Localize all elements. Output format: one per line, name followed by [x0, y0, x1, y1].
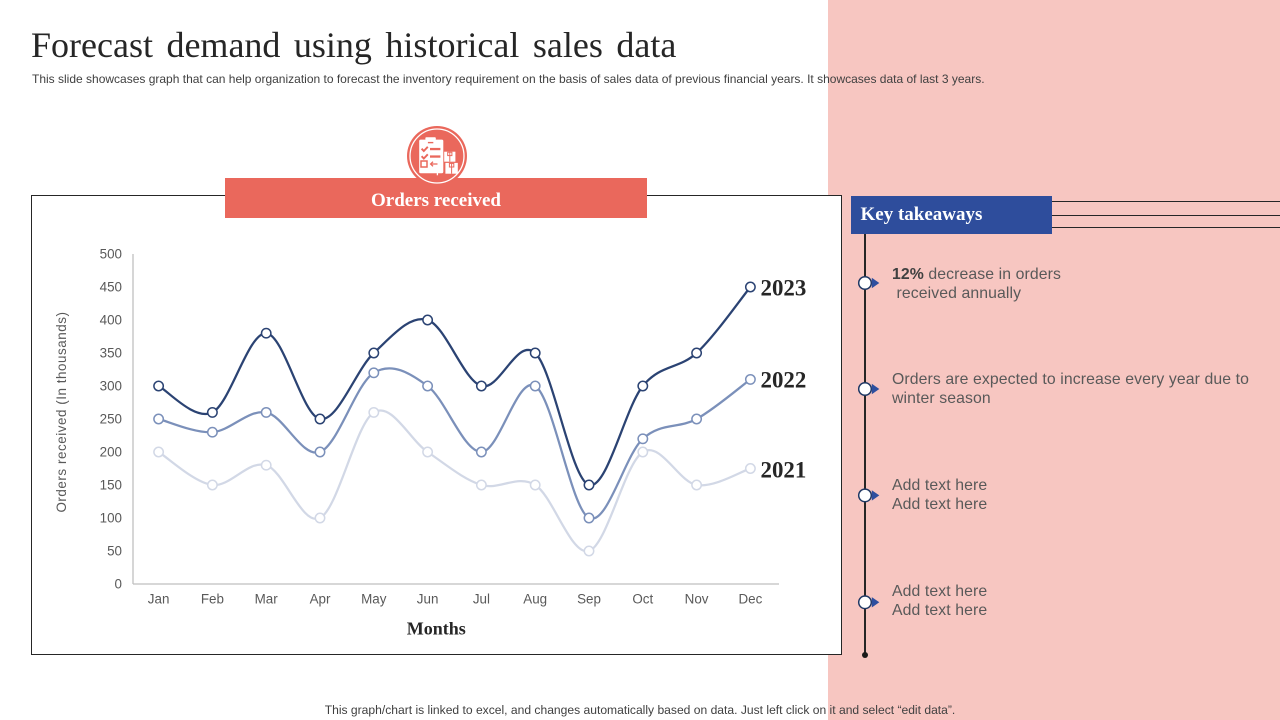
svg-text:2021: 2021: [761, 458, 807, 483]
svg-text:Nov: Nov: [685, 592, 709, 607]
svg-text:Aug: Aug: [523, 592, 547, 607]
svg-text:100: 100: [100, 511, 122, 526]
svg-text:Orders received (In thousands): Orders received (In thousands): [54, 311, 69, 512]
svg-text:Feb: Feb: [201, 592, 224, 607]
svg-text:Jul: Jul: [473, 592, 490, 607]
svg-text:350: 350: [100, 346, 122, 361]
svg-text:Dec: Dec: [738, 592, 762, 607]
svg-text:May: May: [361, 592, 387, 607]
svg-text:250: 250: [100, 412, 122, 427]
svg-text:Apr: Apr: [310, 592, 331, 607]
svg-text:Jun: Jun: [417, 592, 439, 607]
svg-text:200: 200: [100, 445, 122, 460]
svg-text:400: 400: [100, 313, 122, 328]
svg-text:300: 300: [100, 379, 122, 394]
svg-text:Jan: Jan: [148, 592, 170, 607]
svg-text:2022: 2022: [761, 368, 807, 393]
svg-text:Months: Months: [407, 618, 466, 638]
svg-text:450: 450: [100, 280, 122, 295]
svg-text:Mar: Mar: [255, 592, 279, 607]
svg-text:Sep: Sep: [577, 592, 601, 607]
svg-text:50: 50: [107, 544, 122, 559]
svg-text:0: 0: [115, 577, 122, 592]
svg-text:2023: 2023: [761, 275, 807, 300]
svg-text:500: 500: [100, 247, 122, 262]
svg-text:150: 150: [100, 478, 122, 493]
svg-text:Oct: Oct: [632, 592, 653, 607]
